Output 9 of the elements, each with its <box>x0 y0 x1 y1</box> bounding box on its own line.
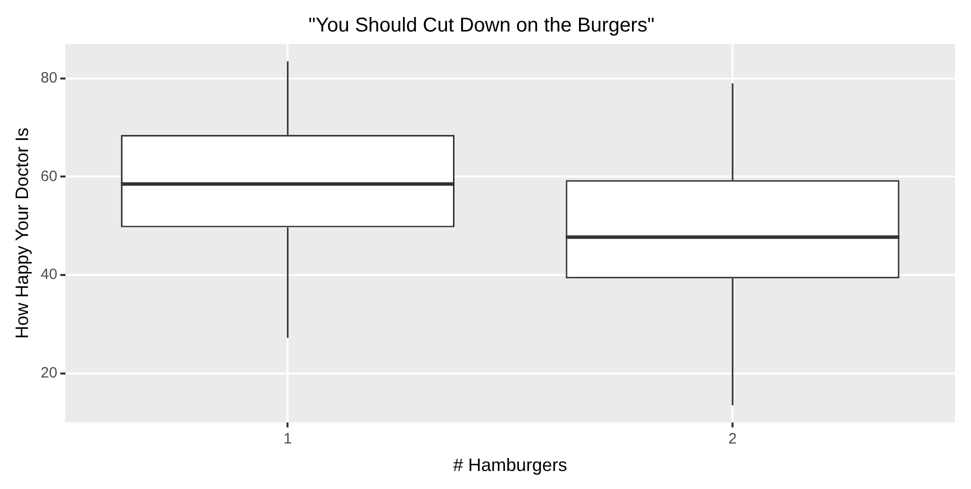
x-axis-title: # Hamburgers <box>453 455 568 476</box>
y-tick-label: 20 <box>40 364 58 382</box>
chart-title: "You Should Cut Down on the Burgers" <box>308 14 654 37</box>
x-tick-label: 1 <box>284 430 292 448</box>
y-tick-label: 60 <box>40 168 58 185</box>
y-axis-title: How Happy Your Doctor Is <box>12 128 32 339</box>
y-tick-label: 40 <box>40 266 58 284</box>
x-tick-label: 2 <box>728 430 737 448</box>
y-tick-label: 80 <box>40 70 58 87</box>
